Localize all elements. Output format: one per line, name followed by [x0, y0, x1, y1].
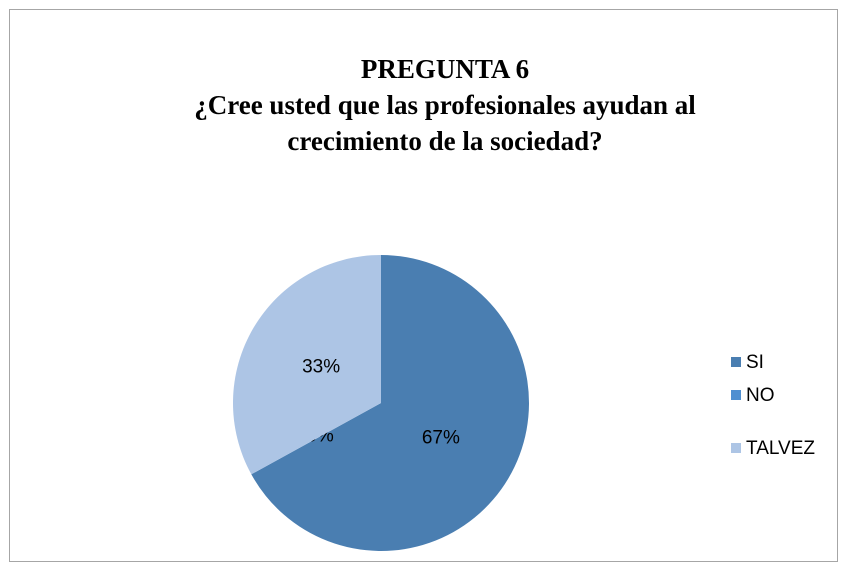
- legend-swatch: [731, 443, 741, 453]
- chart-title: crecimiento de la sociedad?: [287, 126, 602, 156]
- data-label: 33%: [302, 357, 340, 378]
- data-label: 67%: [422, 427, 460, 448]
- pie-slice: [232, 255, 382, 475]
- chart-title: ¿Cree usted que las profesionales ayudan…: [194, 90, 696, 120]
- legend-swatch: [731, 390, 741, 400]
- chart-title: PREGUNTA 6: [361, 54, 529, 84]
- legend-label: NO: [746, 385, 775, 406]
- legend-swatch: [731, 357, 741, 367]
- legend-label: TALVEZ: [746, 438, 815, 459]
- pie-slice: [251, 255, 530, 551]
- legend-label: SI: [746, 352, 764, 373]
